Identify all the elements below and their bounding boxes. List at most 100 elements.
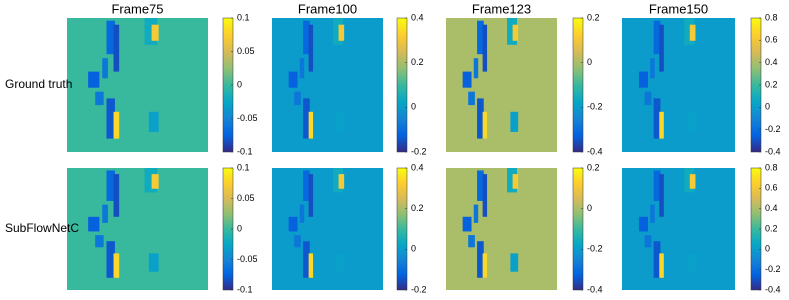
heatmap-blob bbox=[299, 58, 305, 79]
colorbar-tick-label: 0.8 bbox=[765, 162, 778, 172]
heatmap-blob bbox=[477, 170, 484, 201]
heatmap-blob bbox=[653, 241, 661, 278]
colorbar bbox=[572, 167, 584, 291]
heatmap-blob bbox=[102, 204, 108, 223]
colorbar-tick-label: -0.1 bbox=[237, 284, 253, 294]
heatmap-blob bbox=[659, 111, 664, 139]
colorbar-tick-label: 0.2 bbox=[411, 57, 424, 67]
heatmap-blob bbox=[462, 71, 472, 88]
colorbar-tick-label: 0.1 bbox=[237, 162, 250, 172]
heatmap-blob bbox=[151, 174, 159, 189]
colorbar-tick-label: 0.4 bbox=[411, 12, 424, 22]
heatmap bbox=[446, 168, 557, 290]
heatmap-blob bbox=[113, 111, 120, 139]
row-label: SubFlowNetC bbox=[5, 221, 79, 235]
heatmap-blob bbox=[336, 111, 345, 132]
colorbar-tick-label: -0.1 bbox=[237, 146, 253, 156]
heatmap-blob bbox=[303, 98, 310, 139]
colorbar bbox=[396, 167, 408, 291]
colorbar-tick-label: -0.05 bbox=[237, 254, 258, 264]
colorbar-tick-label: 0.4 bbox=[765, 57, 778, 67]
heatmap bbox=[67, 168, 208, 290]
heatmap bbox=[622, 168, 735, 290]
colorbar bbox=[572, 17, 584, 153]
heatmap-blob bbox=[95, 235, 104, 248]
heatmap-blob bbox=[308, 253, 314, 278]
colorbar-tick-label: -0.05 bbox=[237, 113, 258, 123]
heatmap-blob bbox=[650, 204, 655, 223]
heatmap-blob bbox=[88, 216, 100, 232]
colorbar-tick-label: 0.8 bbox=[765, 12, 778, 22]
heatmap-blob bbox=[333, 18, 344, 45]
heatmap-blob bbox=[338, 24, 345, 41]
heatmap-blob bbox=[659, 24, 664, 72]
panel-title: Frame100 bbox=[298, 1, 357, 16]
colorbar-tick-label: 0.05 bbox=[237, 193, 255, 203]
heatmap-blob bbox=[308, 174, 314, 217]
colorbar-tick-label: -0.4 bbox=[765, 146, 781, 156]
colorbar-tick-label: 0.2 bbox=[587, 12, 600, 22]
heatmap-blob bbox=[510, 253, 519, 272]
colorbar-tick-label: 0.05 bbox=[237, 46, 255, 56]
heatmap-blob bbox=[468, 235, 475, 248]
colorbar-tick-label: 0.6 bbox=[765, 35, 778, 45]
heatmap-blob bbox=[644, 235, 652, 248]
heatmap-blob bbox=[462, 216, 472, 232]
heatmap-blob bbox=[148, 253, 159, 272]
colorbar-tick-label: 0 bbox=[765, 244, 770, 254]
heatmap bbox=[272, 18, 383, 152]
colorbar-tick-label: -0.2 bbox=[587, 102, 603, 112]
colorbar-tick-label: 0 bbox=[765, 102, 770, 112]
heatmap-blob bbox=[473, 204, 479, 223]
row-label: Ground truth bbox=[5, 77, 72, 91]
heatmap-blob bbox=[303, 170, 310, 201]
panel-title: Frame150 bbox=[649, 1, 708, 16]
panel-title: Frame123 bbox=[472, 1, 531, 16]
heatmap-blob bbox=[95, 91, 104, 106]
heatmap-blob bbox=[303, 241, 310, 278]
panel-title: Frame75 bbox=[111, 1, 163, 16]
heatmap-blob bbox=[659, 253, 664, 278]
heatmap-blob bbox=[477, 241, 484, 278]
colorbar-tick-label: 0 bbox=[237, 223, 242, 233]
heatmap-blob bbox=[113, 174, 120, 217]
heatmap-blob bbox=[638, 216, 648, 232]
heatmap-blob bbox=[336, 253, 345, 272]
colorbar-tick-label: -0.2 bbox=[411, 146, 427, 156]
heatmap-blob bbox=[106, 241, 115, 278]
heatmap-blob bbox=[507, 18, 518, 45]
heatmap-blob bbox=[482, 24, 488, 72]
colorbar-tick-label: -0.2 bbox=[765, 124, 781, 134]
heatmap-blob bbox=[477, 98, 484, 139]
heatmap bbox=[272, 168, 383, 290]
heatmap-blob bbox=[644, 91, 652, 106]
heatmap-blob bbox=[473, 58, 479, 79]
heatmap-blob bbox=[148, 111, 159, 132]
colorbar-tick-label: 0.6 bbox=[765, 183, 778, 193]
heatmap bbox=[622, 18, 735, 152]
colorbar-tick-label: -0.4 bbox=[587, 146, 603, 156]
colorbar-tick-label: 0 bbox=[587, 57, 592, 67]
colorbar-tick-label: 0.1 bbox=[237, 12, 250, 22]
heatmap-blob bbox=[102, 58, 108, 79]
colorbar-tick-label: 0.4 bbox=[411, 162, 424, 172]
heatmap-blob bbox=[687, 253, 696, 272]
heatmap-blob bbox=[299, 204, 305, 223]
heatmap-blob bbox=[308, 24, 314, 72]
colorbar-tick-label: -0.2 bbox=[765, 264, 781, 274]
heatmap-blob bbox=[684, 18, 695, 45]
colorbar-tick-label: -0.4 bbox=[587, 284, 603, 294]
heatmap-blob bbox=[687, 111, 696, 132]
colorbar-tick-label: 0.4 bbox=[765, 203, 778, 213]
heatmap-blob bbox=[653, 170, 661, 201]
heatmap-blob bbox=[638, 71, 648, 88]
heatmap-blob bbox=[288, 71, 298, 88]
colorbar-tick-label: 0.2 bbox=[765, 223, 778, 233]
colorbar-tick-label: 0.2 bbox=[411, 203, 424, 213]
heatmap-blob bbox=[689, 174, 696, 189]
heatmap-blob bbox=[482, 111, 488, 139]
heatmap-blob bbox=[113, 24, 120, 72]
heatmap-blob bbox=[684, 168, 695, 193]
heatmap-blob bbox=[482, 174, 488, 217]
